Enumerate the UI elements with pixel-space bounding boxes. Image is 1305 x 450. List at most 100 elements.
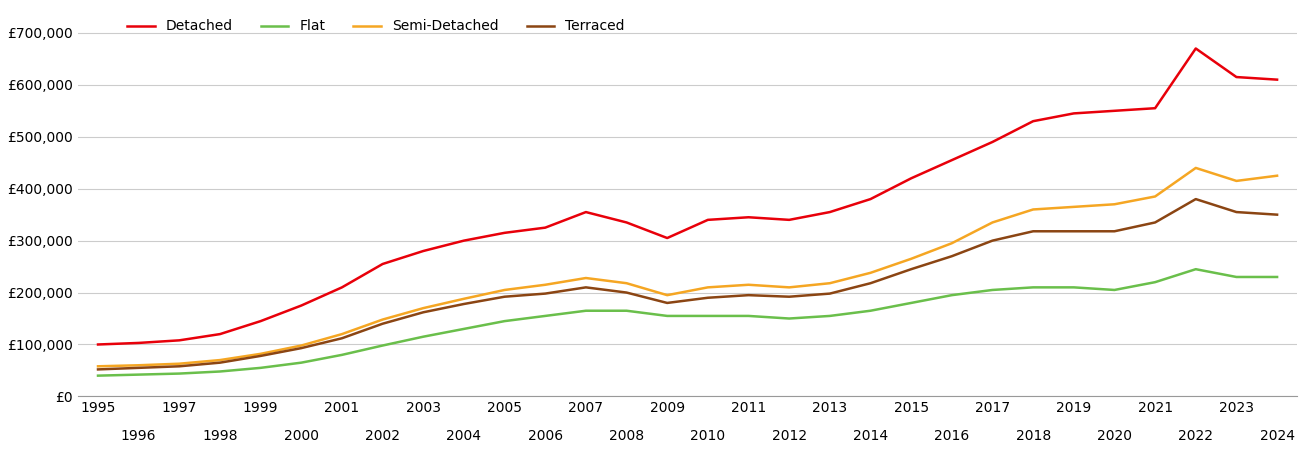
Detached — [1188, 46, 1203, 51]
Semi-Detached — [619, 280, 634, 286]
Detached — [253, 319, 269, 324]
Semi-Detached — [1147, 194, 1163, 199]
Detached — [1026, 118, 1041, 124]
Detached — [863, 196, 878, 202]
Terraced — [538, 291, 553, 296]
Terraced — [1188, 196, 1203, 202]
Flat — [334, 352, 350, 358]
Detached — [1147, 105, 1163, 111]
Flat — [457, 326, 472, 332]
Terraced — [90, 367, 106, 372]
Flat — [497, 319, 513, 324]
Detached — [538, 225, 553, 230]
Detached — [294, 303, 309, 308]
Legend: Detached, Flat, Semi-Detached, Terraced: Detached, Flat, Semi-Detached, Terraced — [121, 14, 630, 39]
Terraced — [253, 353, 269, 359]
Semi-Detached — [659, 292, 675, 298]
Detached — [213, 331, 228, 337]
Terraced — [1026, 229, 1041, 234]
Flat — [985, 287, 1001, 292]
Detached — [457, 238, 472, 243]
Detached — [90, 342, 106, 347]
Semi-Detached — [375, 317, 390, 322]
Terraced — [1147, 220, 1163, 225]
Semi-Detached — [822, 280, 838, 286]
Flat — [294, 360, 309, 365]
Terraced — [863, 280, 878, 286]
Flat — [1066, 285, 1082, 290]
Terraced — [375, 321, 390, 326]
Semi-Detached — [1107, 202, 1122, 207]
Terraced — [171, 364, 187, 369]
Flat — [863, 308, 878, 314]
Semi-Detached — [171, 361, 187, 366]
Terraced — [415, 310, 431, 315]
Detached — [578, 209, 594, 215]
Detached — [659, 235, 675, 241]
Terraced — [741, 292, 757, 298]
Semi-Detached — [415, 306, 431, 311]
Terraced — [1066, 229, 1082, 234]
Detached — [1270, 77, 1285, 82]
Detached — [415, 248, 431, 254]
Line: Detached: Detached — [98, 49, 1278, 345]
Semi-Detached — [457, 296, 472, 302]
Semi-Detached — [334, 331, 350, 337]
Flat — [903, 300, 919, 306]
Detached — [619, 220, 634, 225]
Terraced — [782, 294, 797, 299]
Terraced — [294, 346, 309, 351]
Terraced — [1270, 212, 1285, 217]
Flat — [415, 334, 431, 339]
Terraced — [578, 285, 594, 290]
Flat — [253, 365, 269, 370]
Semi-Detached — [253, 351, 269, 356]
Terraced — [903, 266, 919, 272]
Detached — [375, 261, 390, 267]
Line: Terraced: Terraced — [98, 199, 1278, 369]
Semi-Detached — [578, 275, 594, 281]
Semi-Detached — [903, 256, 919, 261]
Semi-Detached — [985, 220, 1001, 225]
Semi-Detached — [1026, 207, 1041, 212]
Terraced — [985, 238, 1001, 243]
Detached — [944, 158, 959, 163]
Terraced — [699, 295, 715, 301]
Semi-Detached — [1270, 173, 1285, 178]
Detached — [822, 209, 838, 215]
Detached — [1228, 74, 1244, 80]
Semi-Detached — [294, 343, 309, 348]
Flat — [741, 313, 757, 319]
Flat — [1147, 279, 1163, 285]
Flat — [1270, 274, 1285, 280]
Detached — [497, 230, 513, 235]
Semi-Detached — [1228, 178, 1244, 184]
Semi-Detached — [1066, 204, 1082, 210]
Semi-Detached — [863, 270, 878, 275]
Terraced — [822, 291, 838, 296]
Terraced — [659, 300, 675, 306]
Semi-Detached — [944, 240, 959, 246]
Detached — [1066, 111, 1082, 116]
Line: Semi-Detached: Semi-Detached — [98, 168, 1278, 366]
Flat — [782, 316, 797, 321]
Line: Flat: Flat — [98, 269, 1278, 376]
Flat — [130, 372, 146, 377]
Terraced — [213, 360, 228, 365]
Detached — [171, 338, 187, 343]
Semi-Detached — [538, 282, 553, 288]
Detached — [782, 217, 797, 223]
Semi-Detached — [130, 363, 146, 368]
Detached — [1107, 108, 1122, 113]
Terraced — [944, 253, 959, 259]
Detached — [741, 215, 757, 220]
Flat — [659, 313, 675, 319]
Flat — [538, 313, 553, 319]
Detached — [130, 340, 146, 346]
Flat — [699, 313, 715, 319]
Detached — [334, 285, 350, 290]
Detached — [699, 217, 715, 223]
Semi-Detached — [699, 285, 715, 290]
Semi-Detached — [90, 364, 106, 369]
Detached — [985, 139, 1001, 144]
